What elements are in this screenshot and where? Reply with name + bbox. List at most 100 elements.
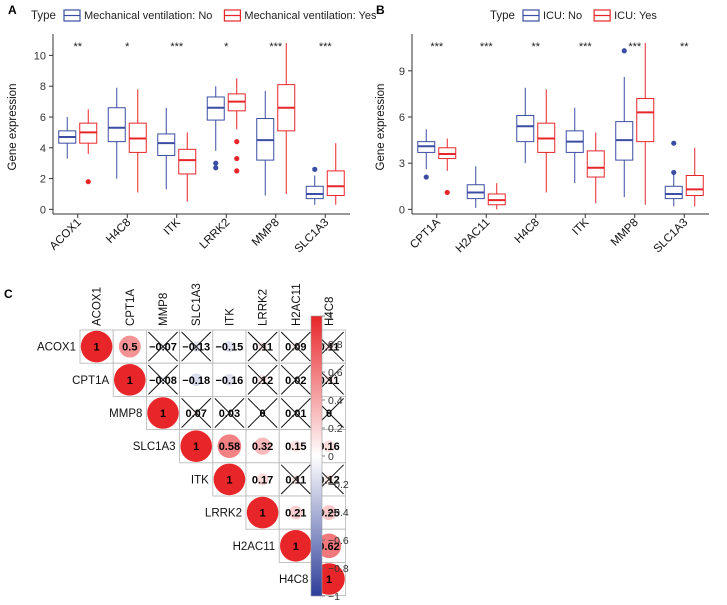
significance-label: *** — [269, 41, 283, 53]
heatmap-cell: 1 — [179, 429, 214, 464]
legend-key — [522, 9, 540, 22]
y-tick-label: 4 — [40, 143, 46, 155]
heatmap-row-label: ITK — [191, 474, 209, 486]
cell-value-label: 0.15 — [285, 441, 306, 453]
outlier-point — [423, 174, 429, 180]
colorbar-tick-label: −1 — [328, 591, 340, 603]
heatmap-row-label: ACOX1 — [37, 342, 76, 354]
significance-label: *** — [480, 41, 494, 53]
legend-title: Type — [490, 10, 515, 22]
cell-value-label: 0.62 — [318, 541, 339, 553]
boxplot-yes — [586, 132, 605, 204]
box-iqr — [685, 175, 704, 197]
heatmap-cell: 0.15 — [278, 429, 313, 464]
heatmap-row-label: LRRK2 — [205, 508, 242, 520]
box-iqr — [305, 185, 324, 200]
cell-value-label: −0.13 — [182, 342, 210, 354]
boxplot-no — [466, 166, 485, 208]
outlier-point — [234, 139, 240, 145]
cell-value-label: 1 — [226, 474, 232, 486]
cell-circle — [321, 505, 337, 521]
cross-mark — [280, 398, 311, 428]
outlier-point — [671, 169, 677, 176]
y-tick-label: 6 — [40, 112, 46, 124]
cell-value-label: 1 — [94, 342, 100, 354]
cell-value-label: 0.17 — [252, 474, 273, 486]
heatmap-cell: 0.32 — [245, 429, 280, 464]
heatmap-row-label: MMP8 — [109, 408, 142, 420]
outlier-point — [85, 179, 91, 185]
heatmap-col-label: SLC1A3 — [191, 283, 203, 326]
significance-label: *** — [628, 41, 642, 53]
heatmap-col-label: H4C8 — [324, 297, 336, 326]
heatmap-cell: −0.15 — [212, 329, 247, 364]
heatmap-col-label: LRRK2 — [258, 289, 270, 326]
heatmap-cell: 0.5 — [112, 329, 147, 364]
colorbar-tick-label: 0.6 — [328, 367, 343, 379]
cell-value-label: 0.03 — [219, 408, 240, 420]
cell-value-label: 0.12 — [318, 474, 339, 486]
boxplot-no — [664, 140, 683, 207]
cell-value-label: 0.25 — [318, 508, 339, 520]
legend-label: Mechanical ventilation: No — [84, 10, 212, 22]
heatmap-cell: 0.01 — [278, 395, 313, 430]
heatmap-row-label: SLC1A3 — [133, 441, 176, 453]
cross-mark — [181, 331, 212, 362]
cross-mark — [148, 331, 178, 362]
cell-value-label: 0.5 — [122, 342, 137, 354]
y-tick-label: 2 — [40, 174, 46, 186]
cross-mark — [148, 364, 178, 395]
cell-value-label: 0.11 — [319, 342, 340, 354]
heatmap-cell: 0.07 — [179, 395, 214, 430]
legend-key — [593, 9, 611, 22]
cell-value-label: 0.11 — [319, 375, 340, 387]
significance-label: *** — [319, 41, 333, 53]
heatmap-cell: 0.12 — [245, 362, 280, 397]
panel-b: B Type ICU: No ICU: Yes 0 3 6 9 Gene expression C… — [375, 3, 709, 255]
y-tick-label: 8 — [40, 81, 46, 93]
panel-letter: A — [8, 3, 17, 17]
heatmap-cell: 1 — [245, 495, 280, 530]
cell-circle — [180, 430, 212, 463]
boxplot-no — [305, 166, 324, 205]
x-tick-label: ACOX1 — [48, 217, 84, 253]
outlier-point — [312, 166, 318, 172]
boxplot-yes — [326, 143, 345, 205]
cross-mark — [181, 398, 212, 428]
boxplot-yes — [128, 89, 147, 193]
x-tick-label: H4C8 — [104, 217, 133, 246]
heatmap-cell: −0.18 — [179, 362, 214, 397]
outlier-point — [671, 140, 677, 146]
boxplot-no — [565, 107, 584, 184]
legend-title: Type — [31, 10, 56, 22]
colorbar-tick-label: −0.4 — [328, 507, 349, 519]
cell-value-label: 0.11 — [285, 474, 306, 486]
colorbar-tick-label: −0.8 — [328, 563, 349, 575]
cell-circle — [290, 440, 302, 452]
boxplot-no — [58, 116, 77, 159]
heatmap-cell: −0.08 — [145, 362, 180, 397]
panel-letter: B — [376, 3, 385, 17]
colorbar-tick-label: 0.2 — [328, 423, 343, 435]
boxplot-yes — [277, 43, 296, 194]
panel-letter: C — [4, 287, 13, 301]
significance-label: *** — [579, 41, 593, 53]
x-tick-label: SLC1A3 — [652, 217, 691, 256]
boxplot-no — [157, 107, 176, 190]
outlier-point — [234, 168, 240, 174]
x-tick-label: MMP8 — [609, 217, 641, 249]
cross-mark — [247, 364, 278, 395]
heatmap-cell: 0.58 — [212, 429, 247, 464]
cell-value-label: 1 — [127, 375, 133, 387]
outlier-point — [621, 48, 627, 54]
significance-label: ** — [680, 41, 689, 53]
heatmap-cell: 1 — [212, 462, 247, 497]
cell-value-label: 0.16 — [318, 441, 339, 453]
legend-label: ICU: No — [543, 10, 582, 22]
significance-label: *** — [170, 41, 184, 53]
y-tick-label: 6 — [399, 112, 405, 124]
x-tick-label: CPT1A — [408, 216, 443, 251]
heatmap-cell: 1 — [145, 395, 180, 430]
y-axis-label: Gene expression — [375, 84, 387, 171]
